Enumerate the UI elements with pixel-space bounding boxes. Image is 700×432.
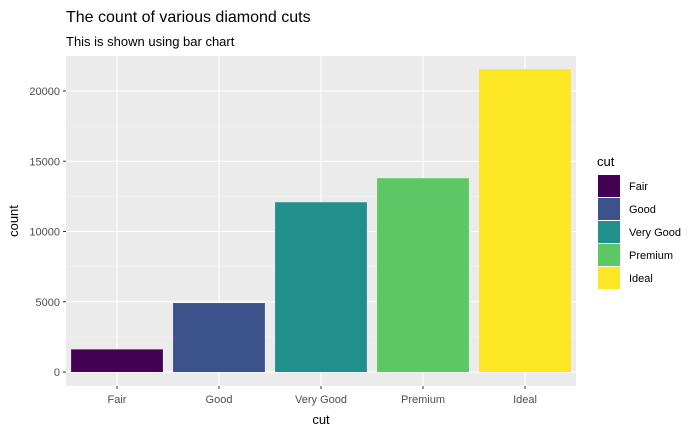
y-axis-title: count [6, 205, 21, 237]
chart-title: The count of various diamond cuts [66, 9, 311, 26]
legend-label: Good [629, 204, 656, 216]
legend-label: Ideal [629, 273, 653, 285]
bars [71, 69, 571, 373]
legend-swatch [598, 221, 620, 243]
bar-very-good [275, 202, 367, 372]
y-tick-label: 15000 [29, 156, 60, 168]
chart-subtitle: This is shown using bar chart [66, 34, 235, 49]
y-tick-label: 10000 [29, 227, 60, 239]
legend-swatch [598, 244, 620, 266]
x-axis-ticks: Fair Good Very Good Premium Ideal [108, 386, 537, 406]
y-tick-label: 5000 [36, 297, 60, 309]
x-tick-label: Ideal [513, 394, 537, 406]
x-tick-label: Premium [401, 394, 445, 406]
legend-label: Very Good [629, 227, 681, 239]
bar-good [173, 303, 265, 372]
legend-swatch [598, 175, 620, 197]
bar-premium [377, 178, 469, 372]
legend-swatch [598, 198, 620, 220]
y-tick-label: 20000 [29, 86, 60, 98]
bar-ideal [479, 69, 571, 373]
legend-label: Fair [629, 181, 648, 193]
legend-label: Premium [629, 250, 673, 262]
y-tick-label: 0 [54, 367, 60, 379]
x-tick-label: Very Good [295, 394, 347, 406]
legend: cut Fair Good Very Good Premium Ideal [597, 154, 681, 289]
legend-swatch [598, 267, 620, 289]
y-axis-ticks: 0 5000 10000 15000 20000 [29, 86, 66, 379]
bar-fair [71, 349, 163, 372]
x-axis-title: cut [312, 412, 330, 427]
legend-title: cut [597, 154, 615, 169]
x-tick-label: Good [206, 394, 233, 406]
x-tick-label: Fair [108, 394, 127, 406]
